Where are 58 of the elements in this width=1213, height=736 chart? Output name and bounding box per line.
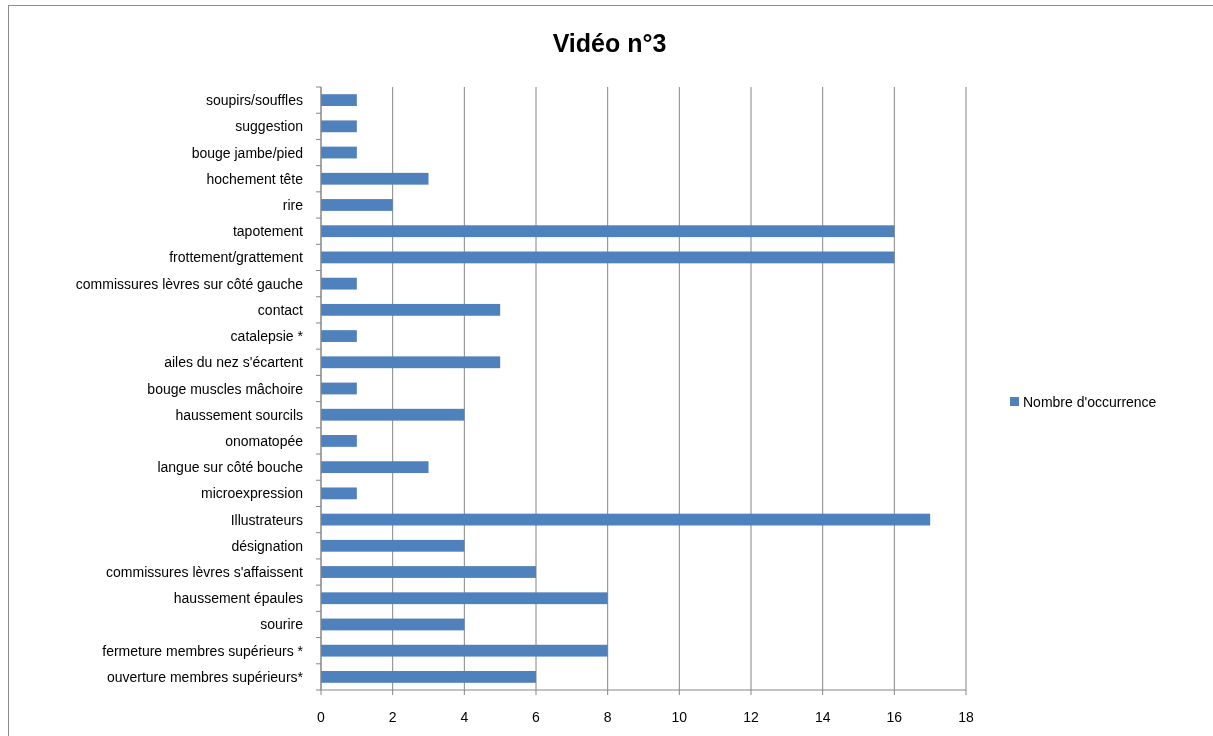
legend-label: Nombre d'occurrence	[1023, 394, 1157, 410]
y-tick-label: bouge muscles mâchoire	[147, 380, 304, 397]
y-tick-label: ouverture membres supérieurs*	[106, 668, 304, 685]
bar	[321, 172, 429, 185]
x-tick-label: 6	[532, 709, 541, 725]
x-tick-label: 2	[388, 709, 397, 725]
y-tick-label: contact	[257, 301, 304, 318]
bar	[321, 487, 357, 500]
x-tick-label: 4	[460, 709, 469, 725]
y-tick-label: sourire	[260, 616, 304, 633]
y-tick-label: microexpression	[201, 485, 303, 502]
y-tick-label: haussement épaules	[173, 590, 303, 607]
x-tick-label: 0	[317, 709, 326, 725]
bar	[321, 382, 357, 395]
bar	[321, 566, 536, 578]
x-tick-label: 16	[886, 709, 903, 725]
bar	[321, 592, 608, 605]
y-tick-label: suggestion	[235, 118, 303, 135]
y-tick-label: commissures lèvres sur côté gauche	[75, 275, 304, 292]
bar	[321, 303, 501, 316]
y-tick-label: frottement/grattement	[169, 249, 304, 266]
y-tick-label: soupirs/souffles	[205, 92, 303, 109]
y-tick-label: fermeture membres supérieurs *	[102, 642, 304, 659]
bar	[321, 644, 608, 657]
y-tick-label: tapotement	[232, 223, 304, 240]
bar	[321, 618, 465, 631]
y-tick-label: langue sur côté bouche	[157, 459, 304, 476]
y-tick-label: ailes du nez s'écartent	[164, 354, 304, 371]
y-tick-label: haussement sourcils	[175, 406, 303, 423]
bar	[321, 539, 465, 552]
chart-title: Vidéo n°3	[552, 29, 667, 57]
bar	[321, 408, 465, 421]
y-tick-label: hochement tête	[206, 170, 304, 187]
y-tick-label: désignation	[231, 537, 303, 554]
x-tick-label: 12	[743, 709, 759, 725]
bar	[321, 277, 357, 290]
bar	[321, 225, 895, 238]
bar	[321, 513, 931, 526]
y-tick-label: onomatopée	[225, 432, 304, 449]
x-tick-label: 8	[603, 709, 612, 725]
x-tick-label: 14	[814, 709, 831, 725]
bar	[321, 146, 357, 159]
y-tick-label: rire	[282, 196, 304, 213]
bar	[321, 94, 357, 107]
bar	[321, 356, 501, 369]
bar	[321, 120, 357, 133]
y-tick-label: commissures lèvres s'affaissent	[106, 564, 304, 581]
bar	[321, 251, 895, 264]
bar	[321, 670, 536, 683]
y-tick-label: bouge jambe/pied	[191, 144, 303, 161]
bar	[321, 199, 393, 211]
y-tick-label: Illustrateurs	[230, 511, 303, 528]
bar	[321, 330, 357, 342]
bar	[321, 435, 357, 447]
y-tick-label: catalepsie *	[230, 328, 304, 345]
x-tick-label: 10	[671, 709, 688, 725]
x-tick-label: 18	[958, 709, 974, 725]
bar	[321, 461, 429, 474]
